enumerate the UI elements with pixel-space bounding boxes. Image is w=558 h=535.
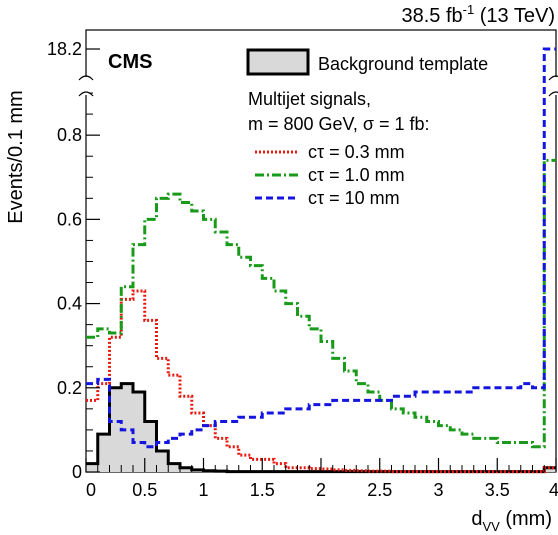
lumi-exponent: -1: [463, 2, 475, 17]
y-tick-label: 0.2: [57, 378, 82, 398]
histogram-series: [86, 47, 556, 474]
series-line-1: [86, 289, 556, 474]
y-tick-label: 0.4: [57, 294, 82, 314]
x-axis-label: dVV (mm): [471, 508, 552, 534]
y-tick-label: 0.8: [57, 125, 82, 145]
x-axis-label-unit: (mm): [500, 508, 552, 530]
x-tick-label: 3: [433, 480, 443, 500]
break-gap-left: [82, 77, 90, 95]
legend-heading-1: Multijet signals,: [248, 89, 371, 109]
lumi-energy: (13 TeV): [474, 5, 555, 27]
x-tick-label: 2: [316, 480, 326, 500]
axis-ticks: 0 0.5 1 1.5 2 2.5 3 3.5 4 0 0.2 0.4 0.6 0.8 18.2: [47, 39, 558, 500]
x-tick-label: 1.5: [250, 480, 275, 500]
legend-heading-2: m = 800 GeV, σ = 1 fb:: [248, 114, 430, 134]
y-axis-label: Events/0.1 mm: [5, 90, 27, 223]
legend-label-sig3: cτ = 10 mm: [308, 188, 400, 208]
y-tick-label: 0.6: [57, 209, 82, 229]
experiment-label: CMS: [108, 51, 152, 73]
lumi-label: 38.5 fb-1 (13 TeV): [401, 2, 555, 27]
series-line-3: [86, 47, 556, 449]
x-tick-label: 3.5: [485, 480, 510, 500]
legend-swatch-background: [246, 48, 310, 76]
x-tick-label: 0: [86, 480, 96, 500]
x-tick-label: 2.5: [367, 480, 392, 500]
break-mark-top-left: [78, 75, 94, 81]
y-break-label: 18.2: [47, 39, 82, 59]
y-tick-label: 0: [72, 462, 82, 482]
break-mark-bottom-left: [78, 91, 94, 97]
break-mark-top-right: [548, 75, 558, 81]
x-axis-label-main: d: [471, 508, 482, 530]
legend-label-sig2: cτ = 1.0 mm: [308, 165, 405, 185]
x-tick-label: 4: [549, 480, 558, 500]
legend-label-background: Background template: [318, 54, 488, 74]
x-axis-label-sub: VV: [482, 519, 500, 534]
series-line-2: [86, 158, 556, 449]
break-mark-bottom-right: [548, 91, 558, 97]
lumi-value: 38.5 fb: [401, 5, 462, 27]
break-gap-right: [552, 77, 558, 95]
legend: Background template Multijet signals, m …: [246, 48, 488, 208]
axis-break-marks: [78, 75, 558, 97]
x-tick-label: 0.5: [132, 480, 157, 500]
x-tick-label: 1: [198, 480, 208, 500]
legend-label-sig1: cτ = 0.3 mm: [308, 142, 405, 162]
